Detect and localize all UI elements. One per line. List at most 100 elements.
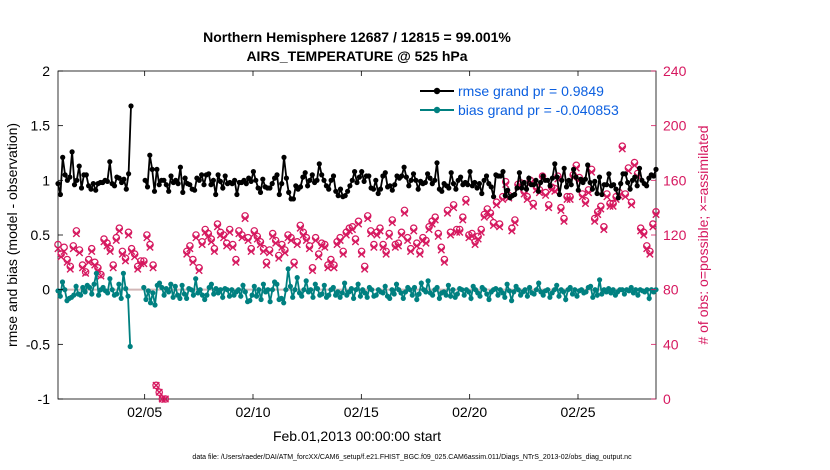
- y-right-axis-label: # of obs: o=possible; ×=assimilated: [695, 125, 711, 344]
- rmse-point: [422, 179, 428, 186]
- obs-assimilated-marker: [523, 195, 531, 204]
- bias-point: [258, 296, 264, 303]
- bias-point: [57, 293, 63, 299]
- bias-point: [204, 292, 210, 298]
- rmse-point: [604, 182, 610, 188]
- chart-subtitle: AIRS_TEMPERATURE @ 525 hPa: [246, 48, 467, 64]
- obs-assimilated-marker: [400, 209, 409, 217]
- rmse-point: [387, 183, 393, 189]
- rmse-point: [182, 175, 188, 181]
- obs-assimilated-marker: [348, 225, 357, 234]
- obs-assimilated-marker: [483, 208, 492, 216]
- obs-assimilated-marker: [456, 228, 464, 236]
- obs-assimilated-marker: [422, 239, 430, 247]
- bias-point: [633, 287, 639, 293]
- x-axis-label: Feb.01,2013 00:00:00 start: [273, 428, 441, 444]
- rmse-point: [552, 161, 558, 167]
- obs-assimilated-marker: [474, 235, 482, 243]
- obs-assimilated-marker: [268, 232, 277, 241]
- rmse-point: [201, 182, 207, 188]
- bias-point: [82, 289, 88, 295]
- bias-point: [184, 295, 190, 301]
- bias-point: [62, 287, 68, 293]
- bias-point: [522, 287, 528, 293]
- bias-point: [393, 281, 400, 287]
- bias-point: [281, 300, 287, 306]
- bias-point: [78, 292, 84, 298]
- obs-assimilated-marker: [210, 247, 219, 256]
- obs-assimilated-marker: [137, 260, 145, 268]
- rmse-point: [345, 188, 351, 194]
- rmse-point: [328, 177, 334, 183]
- obs-assimilated-marker: [495, 223, 504, 231]
- rmse-point: [533, 177, 539, 183]
- bias-point: [188, 287, 194, 293]
- bias-point: [594, 292, 600, 298]
- obs-assimilated-marker: [198, 240, 206, 249]
- y-left-tick-label: 1.5: [31, 118, 51, 134]
- rmse-point: [123, 186, 129, 192]
- rmse-point: [269, 181, 275, 187]
- obs-assimilated-marker: [192, 234, 200, 242]
- rmse-point: [69, 149, 75, 155]
- bias-point: [143, 296, 149, 303]
- obs-assimilated-marker: [238, 234, 246, 242]
- bias-point: [646, 295, 652, 301]
- chart-title: Northern Hemisphere 12687 / 12815 = 99.0…: [203, 29, 511, 45]
- rmse-point: [613, 186, 619, 192]
- obs-assimilated-marker: [590, 217, 599, 226]
- bias-point: [531, 291, 537, 297]
- bias-point: [400, 295, 406, 301]
- obs-assimilated-marker: [428, 220, 436, 228]
- y-left-tick-label: 0.5: [31, 227, 51, 243]
- bias-point: [414, 296, 420, 303]
- bias-point: [294, 275, 300, 281]
- rmse-point: [622, 171, 629, 177]
- rmse-point: [180, 189, 186, 195]
- rmse-point: [300, 174, 306, 180]
- rmse-point: [554, 174, 560, 180]
- bias-point: [619, 287, 625, 293]
- bias-point: [269, 287, 275, 293]
- bias-point: [481, 287, 488, 293]
- rmse-point: [255, 185, 261, 191]
- rmse-point: [465, 182, 471, 188]
- bias-point: [120, 270, 126, 276]
- rmse-point: [568, 182, 574, 188]
- rmse-point: [154, 166, 160, 172]
- rmse-point: [107, 159, 113, 165]
- rmse-point: [352, 169, 358, 175]
- obs-assimilated-marker: [256, 240, 265, 249]
- rmse-point: [406, 183, 412, 189]
- obs-assimilated-marker: [272, 239, 280, 247]
- rmse-point: [545, 177, 551, 183]
- rmse-point: [116, 175, 122, 181]
- bias-point: [590, 294, 596, 300]
- rmse-point: [625, 179, 631, 186]
- obs-assimilated-marker: [321, 243, 329, 251]
- obs-assimilated-marker: [183, 250, 191, 258]
- rmse-point: [410, 171, 417, 177]
- bias-point: [502, 294, 508, 300]
- rmse-point: [142, 177, 148, 183]
- obs-assimilated-marker: [219, 234, 228, 242]
- rmse-point: [279, 181, 285, 187]
- obs-assimilated-marker: [229, 243, 237, 251]
- bias-point: [220, 294, 226, 300]
- obs-assimilated-marker: [330, 264, 338, 272]
- obs-assimilated-marker: [60, 247, 68, 256]
- rmse-point: [302, 170, 308, 176]
- bias-point: [563, 296, 569, 303]
- bias-point: [353, 287, 359, 293]
- rmse-point: [632, 174, 638, 180]
- rmse-point: [523, 186, 530, 192]
- obs-assimilated-marker: [397, 231, 406, 239]
- bias-point: [310, 294, 316, 300]
- obs-assimilated-marker: [109, 264, 117, 272]
- bias-point: [91, 281, 97, 287]
- obs-assimilated-marker: [106, 247, 114, 256]
- rmse-point: [354, 179, 360, 186]
- bias-point: [224, 287, 230, 293]
- bias-point: [504, 281, 510, 287]
- bias-point: [606, 286, 612, 292]
